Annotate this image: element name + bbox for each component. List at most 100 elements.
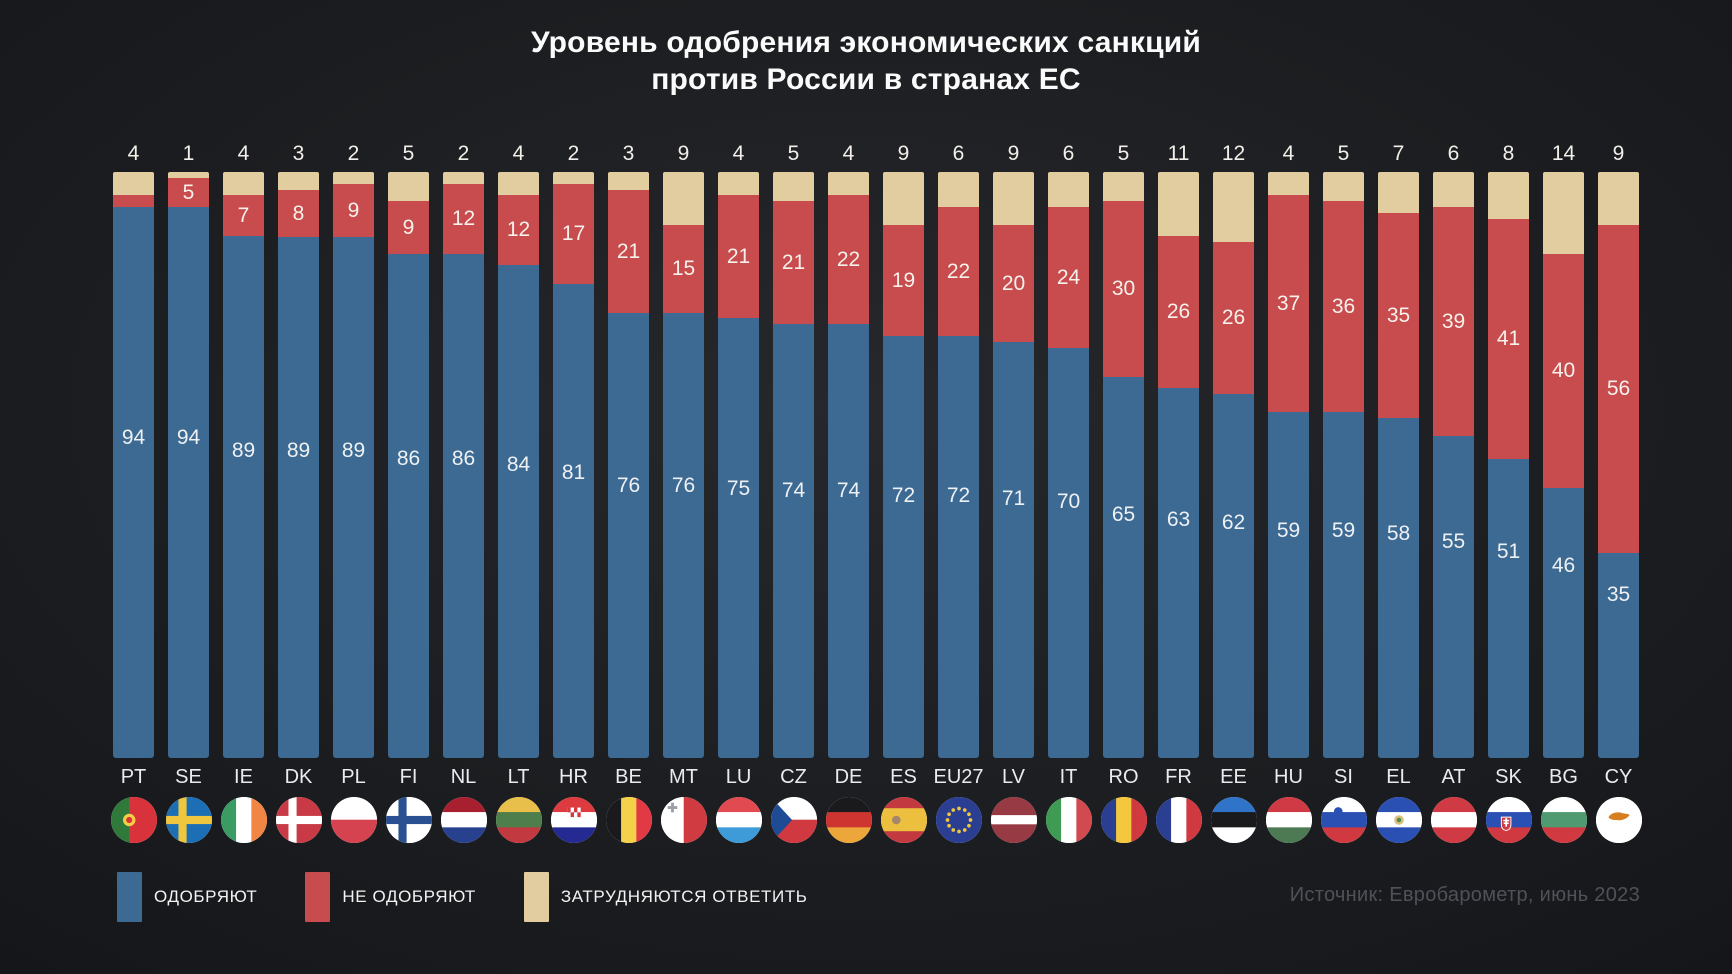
bar-segment-disapprove: 15 bbox=[663, 225, 704, 313]
flag-fi-icon bbox=[385, 797, 432, 843]
country-code-label: BE bbox=[615, 766, 642, 788]
disapprove-value-label: 5 bbox=[182, 180, 195, 204]
flag-at-icon bbox=[1430, 797, 1477, 843]
bar-segment-approve: 59 bbox=[1323, 412, 1364, 758]
flag-se-icon bbox=[165, 797, 212, 843]
unsure-value-label: 3 bbox=[292, 142, 305, 165]
bar-segment-approve: 86 bbox=[443, 254, 484, 758]
approve-value-label: 70 bbox=[1056, 490, 1081, 513]
flag-ee-icon bbox=[1210, 797, 1257, 843]
bar-segment-disapprove: 5 bbox=[168, 178, 209, 207]
country-column: 11 26 63 FR bbox=[1155, 138, 1202, 843]
country-column: 3 8 89 DK bbox=[275, 138, 322, 843]
legend-label-approve: ОДОБРЯЮТ bbox=[154, 887, 258, 906]
flag-cz-icon bbox=[770, 797, 817, 843]
bar-segment-disapprove: 12 bbox=[443, 184, 484, 254]
stacked-bar: 15 76 bbox=[663, 172, 704, 758]
bar-segment-approve: 75 bbox=[718, 318, 759, 758]
approve-value-label: 89 bbox=[286, 439, 311, 462]
bar-segment-approve: 94 bbox=[113, 207, 154, 758]
flag-dk-icon bbox=[275, 797, 322, 843]
bar-segment-unsure bbox=[278, 172, 319, 190]
flag-fr-icon bbox=[1155, 797, 1202, 843]
stacked-bar: 17 81 bbox=[553, 172, 594, 758]
country-column: 7 35 58 EL bbox=[1375, 138, 1422, 843]
bars-area: 4 94 PT 1 5 94 SE 4 bbox=[110, 138, 1642, 843]
bar-segment-unsure bbox=[443, 172, 484, 184]
bar-segment-unsure bbox=[223, 172, 264, 195]
country-column: 1 5 94 SE bbox=[165, 138, 212, 843]
unsure-value-label: 14 bbox=[1551, 142, 1576, 165]
bar-segment-unsure bbox=[113, 172, 154, 195]
bar-segment-disapprove: 9 bbox=[333, 184, 374, 237]
flag-es-icon bbox=[880, 797, 927, 843]
approve-value-label: 35 bbox=[1606, 583, 1631, 606]
disapprove-value-label: 37 bbox=[1276, 291, 1301, 315]
stacked-bar: 12 84 bbox=[498, 172, 539, 758]
country-code-label: IT bbox=[1059, 766, 1078, 788]
country-code-label: MT bbox=[669, 766, 698, 788]
bar-segment-approve: 59 bbox=[1268, 412, 1309, 758]
bar-segment-unsure bbox=[828, 172, 869, 195]
bar-segment-approve: 58 bbox=[1378, 418, 1419, 758]
legend-label-unsure: ЗАТРУДНЯЮТСЯ ОТВЕТИТЬ bbox=[560, 887, 808, 906]
stacked-bar: 30 65 bbox=[1103, 172, 1144, 758]
bar-segment-disapprove: 39 bbox=[1433, 207, 1474, 436]
country-column: 5 36 59 SI bbox=[1320, 138, 1367, 843]
approve-value-label: 62 bbox=[1221, 511, 1246, 534]
bar-segment-unsure bbox=[1433, 172, 1474, 207]
country-column: 8 41 51 SK bbox=[1485, 138, 1532, 843]
unsure-value-label: 12 bbox=[1221, 142, 1246, 165]
disapprove-value-label: 12 bbox=[451, 207, 476, 230]
bar-segment-disapprove: 37 bbox=[1268, 195, 1309, 412]
approve-value-label: 51 bbox=[1496, 540, 1521, 563]
unsure-value-label: 1 bbox=[182, 142, 195, 165]
bar-segment-unsure bbox=[1268, 172, 1309, 195]
bar-segment-approve: 65 bbox=[1103, 377, 1144, 758]
disapprove-value-label: 8 bbox=[292, 201, 305, 225]
country-code-label: IE bbox=[234, 766, 253, 788]
unsure-value-label: 4 bbox=[1282, 142, 1295, 165]
disapprove-value-label: 36 bbox=[1331, 294, 1356, 318]
unsure-value-label: 9 bbox=[677, 142, 690, 165]
country-code-label: DK bbox=[284, 766, 313, 788]
country-code-label: HU bbox=[1274, 766, 1303, 788]
bar-segment-disapprove: 17 bbox=[553, 184, 594, 284]
bar-segment-disapprove: 12 bbox=[498, 195, 539, 265]
approve-value-label: 81 bbox=[561, 461, 586, 484]
country-column: 4 94 PT bbox=[110, 138, 157, 843]
chart-title: Уровень одобрения экономических санкций … bbox=[530, 26, 1202, 96]
stacked-bar: 7 89 bbox=[223, 172, 264, 758]
bar-segment-disapprove: 26 bbox=[1213, 242, 1254, 394]
country-column: 2 9 89 PL bbox=[330, 138, 377, 843]
flag-hu-icon bbox=[1265, 797, 1312, 843]
flag-hr-icon bbox=[550, 797, 597, 843]
bar-segment-disapprove: 7 bbox=[223, 195, 264, 236]
flag-lv-icon bbox=[990, 797, 1037, 843]
bar-segment-unsure bbox=[498, 172, 539, 195]
stacked-bar: 8 89 bbox=[278, 172, 319, 758]
country-code-label: AT bbox=[1441, 766, 1466, 788]
approve-value-label: 74 bbox=[781, 479, 806, 502]
approve-value-label: 74 bbox=[836, 479, 861, 502]
bar-segment-unsure bbox=[1213, 172, 1254, 242]
bar-segment-approve: 74 bbox=[828, 324, 869, 758]
bar-segment-unsure bbox=[1103, 172, 1144, 201]
flag-el-icon bbox=[1375, 797, 1422, 843]
bar-segment-disapprove: 56 bbox=[1598, 225, 1639, 553]
bar-segment-unsure bbox=[938, 172, 979, 207]
bar-segment-unsure bbox=[718, 172, 759, 195]
flag-lt-icon bbox=[495, 797, 542, 843]
stacked-bar: 22 72 bbox=[938, 172, 979, 758]
approve-value-label: 59 bbox=[1276, 519, 1301, 542]
approve-value-label: 72 bbox=[891, 484, 916, 507]
bar-segment-disapprove: 21 bbox=[608, 190, 649, 313]
approve-value-label: 46 bbox=[1551, 554, 1576, 577]
bar-segment-disapprove: 21 bbox=[773, 201, 814, 324]
country-column: 12 26 62 EE bbox=[1210, 138, 1257, 843]
bar-segment-disapprove: 26 bbox=[1158, 236, 1199, 388]
country-code-label: CZ bbox=[780, 766, 807, 788]
unsure-value-label: 8 bbox=[1502, 142, 1515, 165]
bar-segment-approve: 35 bbox=[1598, 553, 1639, 758]
disapprove-value-label: 40 bbox=[1551, 359, 1576, 382]
